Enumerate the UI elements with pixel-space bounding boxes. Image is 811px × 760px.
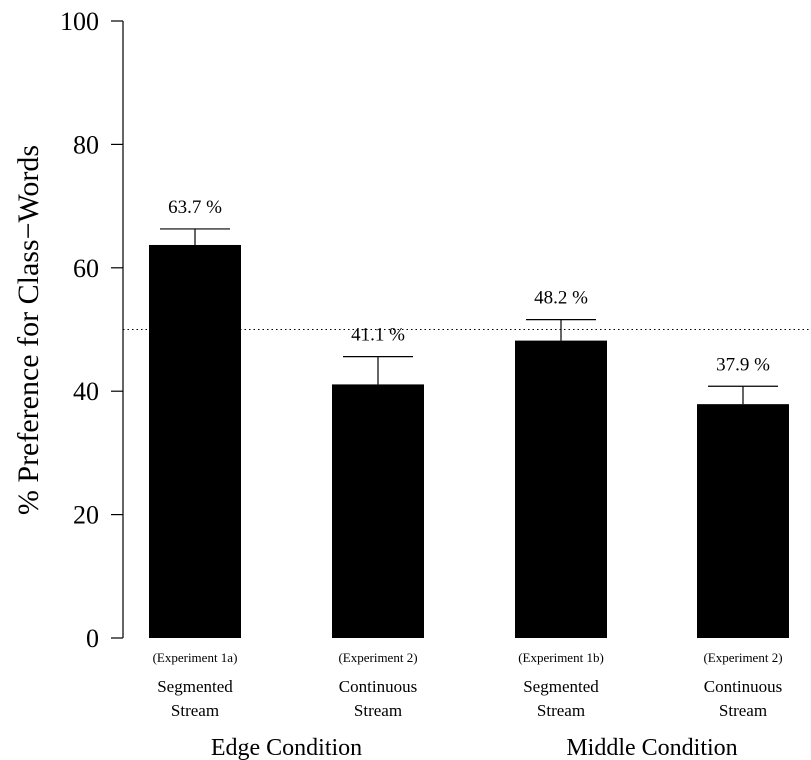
- bar: [697, 404, 789, 638]
- experiment-label: (Experiment 2): [703, 650, 782, 665]
- bar: [332, 384, 424, 638]
- x-tick-label: Segmented: [157, 677, 233, 696]
- y-tick-label: 40: [73, 377, 99, 406]
- x-tick-label: Continuous: [704, 677, 782, 696]
- y-tick-label: 0: [86, 624, 99, 653]
- data-label: 41.1 %: [351, 325, 405, 346]
- y-tick-label: 60: [73, 254, 99, 283]
- x-tick-label: Stream: [537, 701, 585, 720]
- group-label: Edge Condition: [211, 735, 362, 760]
- data-label: 37.9 %: [716, 354, 770, 375]
- y-tick-label: 80: [73, 130, 99, 159]
- bar: [515, 340, 607, 638]
- experiment-label: (Experiment 2): [338, 650, 417, 665]
- experiment-label: (Experiment 1a): [153, 650, 238, 665]
- y-axis-title: % Preference for Class−Words: [12, 145, 45, 515]
- y-tick-label: 100: [60, 7, 99, 36]
- data-label: 63.7 %: [168, 197, 222, 218]
- group-label: Middle Condition: [566, 735, 737, 760]
- x-tick-label: Segmented: [523, 677, 599, 696]
- x-tick-label: Stream: [354, 701, 402, 720]
- x-tick-label: Continuous: [339, 677, 417, 696]
- x-tick-label: Stream: [719, 701, 767, 720]
- data-label: 48.2 %: [534, 288, 588, 309]
- bar: [149, 244, 241, 638]
- experiment-label: (Experiment 1b): [518, 650, 604, 665]
- y-tick-label: 20: [73, 501, 99, 530]
- x-tick-label: Stream: [171, 701, 219, 720]
